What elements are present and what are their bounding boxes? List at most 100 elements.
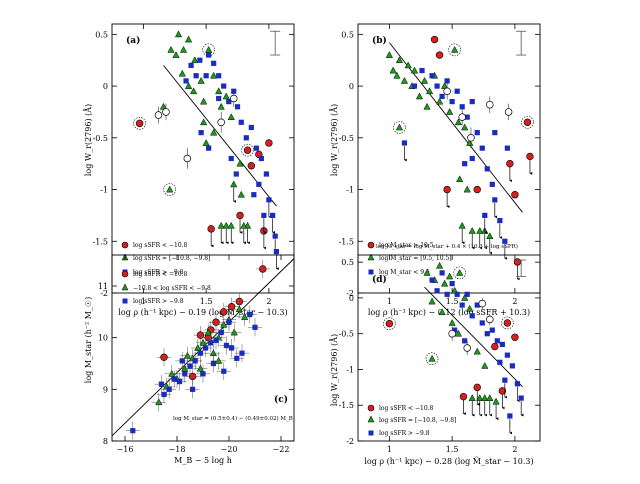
legend-label-red: log sSFR < −10.8 — [133, 271, 188, 278]
data-point-green — [200, 97, 208, 105]
data-point-blue — [203, 73, 209, 79]
data-point-blue — [258, 155, 264, 162]
x-tick-label: 1 — [141, 297, 146, 306]
data-point-red — [473, 383, 481, 392]
data-point-green — [227, 221, 235, 229]
data-point-blue — [434, 288, 440, 294]
y-tick-label: -2 — [346, 437, 354, 446]
data-point-green — [196, 364, 205, 372]
data-point-blue — [429, 277, 435, 283]
y-tick-label: -1.5 — [339, 401, 354, 410]
data-point-blue — [489, 181, 495, 187]
data-point-green — [454, 329, 463, 337]
data-point-green — [385, 51, 393, 58]
data-point-green — [456, 268, 464, 276]
data-point-blue — [197, 350, 203, 356]
data-point-green — [189, 87, 198, 95]
data-point-blue — [484, 166, 490, 172]
data-point-green — [217, 102, 225, 110]
legend-label-red: log sSFR < −10.8 — [133, 242, 188, 249]
data-point-green — [227, 113, 235, 120]
data-point-green — [215, 87, 223, 95]
data-point-green — [476, 394, 484, 401]
legend-red-marker — [121, 270, 129, 278]
data-point-blue — [256, 181, 262, 187]
data-point-blue — [449, 98, 455, 105]
y-tick-label: -1 — [346, 186, 354, 195]
legend-green-marker — [121, 283, 129, 291]
data-point-blue — [469, 313, 475, 319]
data-point-blue — [248, 124, 254, 131]
data-point-green — [466, 139, 474, 146]
data-point-blue — [474, 130, 480, 136]
data-point-green — [481, 394, 489, 401]
x-tick-label: 2 — [512, 297, 517, 306]
data-point-blue — [177, 378, 183, 385]
legend-green-marker — [367, 253, 375, 261]
panel-c-xlabel: M_B − 5 log h — [174, 456, 232, 465]
fit-line — [424, 286, 523, 387]
x-tick-label: 2 — [512, 445, 517, 454]
legend-label-green: log sSFR = [−10.8, −9.8] — [379, 417, 456, 424]
data-point-open — [458, 113, 466, 121]
data-point-blue — [251, 192, 257, 198]
data-point-blue — [206, 52, 212, 58]
data-point-green — [481, 361, 489, 369]
x-tick-label: 1 — [387, 297, 392, 306]
data-point-red — [503, 319, 512, 327]
data-point-blue — [263, 171, 269, 177]
y-tick-label: -1.5 — [339, 237, 354, 246]
data-point-blue — [182, 371, 188, 377]
x-tick-label: −22 — [273, 445, 290, 454]
data-point-green — [461, 293, 469, 301]
data-point-red — [188, 372, 197, 381]
data-point-green — [235, 305, 244, 313]
data-point-blue — [166, 386, 172, 392]
data-point-green — [410, 66, 419, 74]
data-point-blue — [221, 83, 227, 89]
data-point-red — [491, 342, 499, 351]
y-tick-label: -0.5 — [339, 330, 354, 339]
panel-d-ylabel: log W_r(2796) (Å) — [330, 334, 339, 406]
y-tick-label: 0.5 — [341, 30, 354, 39]
data-point-blue — [233, 171, 239, 177]
data-point-green — [393, 71, 401, 79]
data-point-red — [243, 146, 252, 154]
legend-label-green: log M_star = [9.5, 10.5] — [379, 255, 452, 262]
data-point-open — [183, 154, 192, 163]
data-point-open — [463, 344, 471, 352]
x-tick-label: 1 — [387, 445, 392, 454]
legend-label-blue: log sSFR > −9.8 — [379, 430, 430, 437]
data-point-blue — [243, 135, 249, 141]
legend-blue-marker — [368, 269, 374, 275]
panel-c: −16 −18 −20 −22 8 9 10 11 (c) M_B − 5 log h log… — [84, 254, 295, 465]
x-tick-label: 2 — [266, 297, 271, 306]
y-tick-label: 0 — [349, 294, 354, 303]
data-point-blue — [459, 104, 465, 110]
data-point-red — [511, 333, 519, 341]
panel-d-xlabel: log ρ (h⁻¹ kpc) − 0.28 (log M̃_star − 10… — [364, 457, 533, 466]
data-point-blue — [502, 377, 508, 383]
data-point-red — [459, 392, 468, 401]
plot-frame — [111, 254, 295, 442]
panel-d-plot-area: 1 1.5 2 -2 -1.5 -1 -0.5 0 0.5 — [339, 254, 541, 454]
data-point-green — [446, 272, 454, 280]
data-point-blue — [208, 340, 214, 346]
y-tick-label: -0.5 — [339, 134, 354, 143]
data-point-blue — [411, 83, 418, 89]
data-point-green — [183, 351, 192, 359]
data-point-red — [523, 118, 532, 126]
data-point-blue — [497, 359, 503, 365]
data-point-green — [428, 297, 436, 305]
legend-label-red: log M_star > 10.5 — [379, 242, 434, 249]
data-point-blue — [464, 114, 470, 120]
data-point-red — [506, 159, 514, 168]
data-point-blue — [187, 363, 193, 369]
data-point-blue — [213, 337, 219, 343]
data-point-green — [200, 118, 208, 126]
data-point-blue — [226, 98, 232, 105]
data-point-green — [415, 92, 424, 100]
data-point-green — [214, 356, 223, 364]
y-tick-label: 0.5 — [341, 258, 354, 267]
